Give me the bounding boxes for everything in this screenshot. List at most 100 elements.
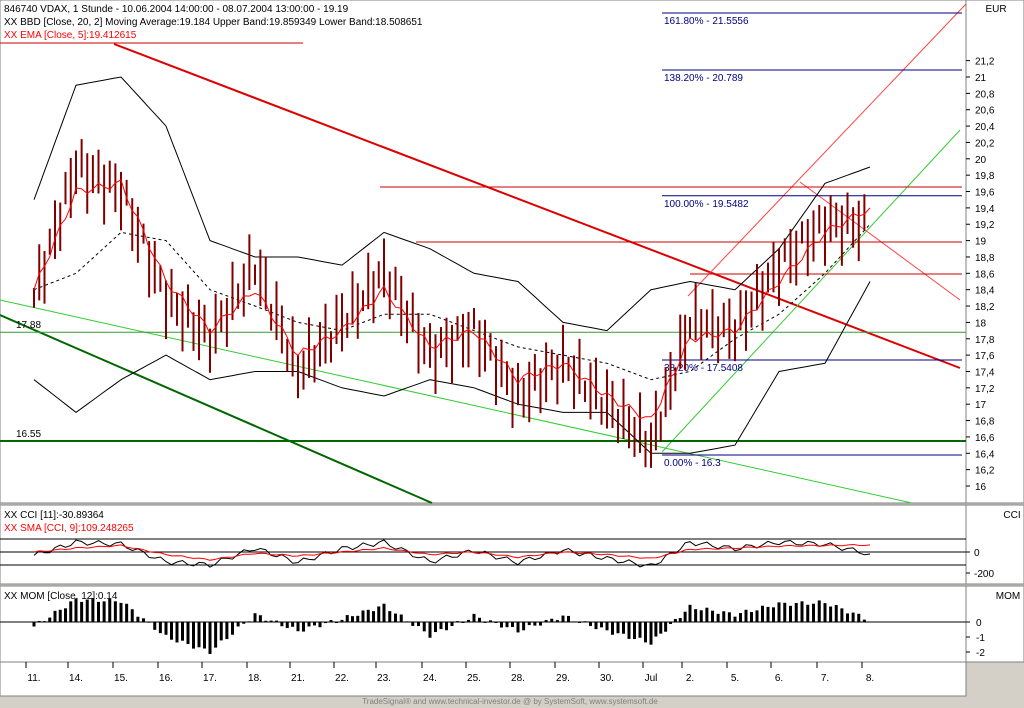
momentum-bar (829, 606, 833, 622)
cci-tick-label: -200 (974, 569, 994, 580)
momentum-bar (422, 622, 426, 632)
momentum-bar (522, 622, 526, 631)
momentum-bar (351, 616, 354, 622)
momentum-bar (627, 622, 631, 639)
y-tick-label: 17,6 (975, 351, 995, 362)
momentum-bar (382, 603, 386, 622)
momentum-bar (417, 622, 420, 627)
momentum-bar (834, 605, 838, 622)
momentum-bar (275, 620, 278, 622)
darkgreen-trend-line (0, 314, 433, 504)
cci-plot-area (0, 504, 967, 585)
lower-bollinger-band (33, 281, 871, 454)
momentum-bar (678, 618, 682, 622)
chart-title: 846740 VDAX, 1 Stunde - 10.06.2004 14:00… (4, 4, 349, 15)
momentum-bar (170, 622, 173, 640)
momentum-bar (555, 620, 559, 622)
momentum-bar (750, 612, 753, 622)
x-axis: 11. 14. 15. 16. 17. 18. 21. 22. 23. 24. 25. 28. 29. 3… (0, 661, 967, 697)
mom-label: XX MOM [Close, 12]:0.14 (4, 591, 118, 602)
momentum-layer: 0 -1 -2 (0, 598, 985, 659)
momentum-bar (722, 611, 726, 622)
momentum-bar (489, 620, 492, 622)
momentum-bar (461, 622, 465, 623)
momentum-bar (264, 620, 268, 622)
bbd-label: XX BBD [Close, 20, 2] Moving Average:19.… (4, 17, 423, 28)
y-tick-label: 20,8 (975, 89, 995, 100)
x-tick-label: Jul (645, 673, 658, 684)
mom-unit-label: MOM (996, 591, 1020, 602)
cci-label: XX CCI [11]:-30.89364 (4, 510, 104, 521)
momentum-bar (345, 615, 349, 622)
x-tick-label: 29. (556, 673, 570, 684)
momentum-bar (329, 620, 333, 622)
mom-plot-area (0, 585, 967, 663)
footer-credit: TradeSignal® and www.technical-investor.… (362, 697, 658, 706)
momentum-bar (445, 622, 448, 631)
momentum-bar (361, 610, 365, 622)
cci-line (33, 539, 871, 568)
ema-label: XX EMA [Close, 5]:19.412615 (4, 30, 137, 41)
momentum-bar (516, 622, 520, 633)
momentum-bar (125, 603, 129, 622)
fibonacci-label: 38.20% - 17.5408 (664, 363, 743, 374)
x-tick-label: 17. (203, 673, 217, 684)
momentum-bar (572, 621, 576, 623)
y-tick-label: 19,8 (975, 171, 995, 182)
momentum-bar (113, 601, 117, 622)
mom-tick-label: -1 (976, 633, 985, 644)
x-tick-label: 30. (600, 673, 614, 684)
momentum-bar (739, 613, 742, 622)
momentum-bar (58, 609, 62, 622)
momentum-bar (823, 603, 827, 622)
green-channel-lower (661, 129, 961, 453)
x-tick-label: 8. (866, 673, 874, 684)
momentum-bar (862, 619, 866, 622)
momentum-bar (616, 622, 620, 634)
momentum-bar (527, 622, 531, 626)
y-tick-label: 17 (975, 400, 987, 411)
momentum-bar (755, 610, 759, 622)
momentum-bar (439, 622, 443, 630)
momentum-bar (533, 622, 537, 626)
momentum-bar (253, 613, 257, 622)
x-tick-label: 5. (731, 673, 739, 684)
momentum-bar (97, 601, 100, 622)
fibonacci-label: 161.80% - 21.5556 (664, 16, 749, 27)
cci-tick-label: 0 (974, 548, 980, 559)
x-tick-label: 28. (511, 673, 525, 684)
momentum-bar (74, 598, 78, 622)
momentum-bar (69, 601, 73, 622)
momentum-bar (789, 605, 792, 622)
momentum-bar (544, 620, 548, 622)
momentum-bar (550, 618, 554, 622)
momentum-bar (766, 606, 770, 622)
momentum-bar (600, 622, 603, 628)
momentum-bar (633, 622, 636, 640)
momentum-bar (638, 622, 642, 638)
momentum-bar (683, 611, 687, 622)
momentum-bar (247, 621, 251, 623)
momentum-bar (53, 610, 57, 622)
y-tick-label: 18,4 (975, 286, 995, 297)
momentum-bar (649, 622, 653, 645)
x-tick-label: 23. (377, 673, 391, 684)
momentum-bar (711, 610, 714, 622)
momentum-bar (694, 609, 698, 622)
momentum-bar (91, 598, 95, 622)
momentum-bar (840, 608, 844, 622)
y-tick-label: 20,6 (975, 106, 995, 117)
momentum-bar (285, 622, 289, 629)
y-tick-label: 19,4 (975, 204, 995, 215)
momentum-bar (673, 618, 677, 622)
momentum-bar (307, 622, 311, 627)
upper-bollinger-band (33, 76, 871, 332)
cci-sma-label: XX SMA [CCI, 9]:109.248265 (4, 523, 134, 534)
y-tick-label: 19,6 (975, 188, 995, 199)
momentum-bar (500, 622, 503, 628)
momentum-bar (411, 622, 415, 626)
momentum-bar (153, 622, 157, 630)
x-axis-area (0, 661, 967, 697)
momentum-bar (203, 622, 206, 649)
